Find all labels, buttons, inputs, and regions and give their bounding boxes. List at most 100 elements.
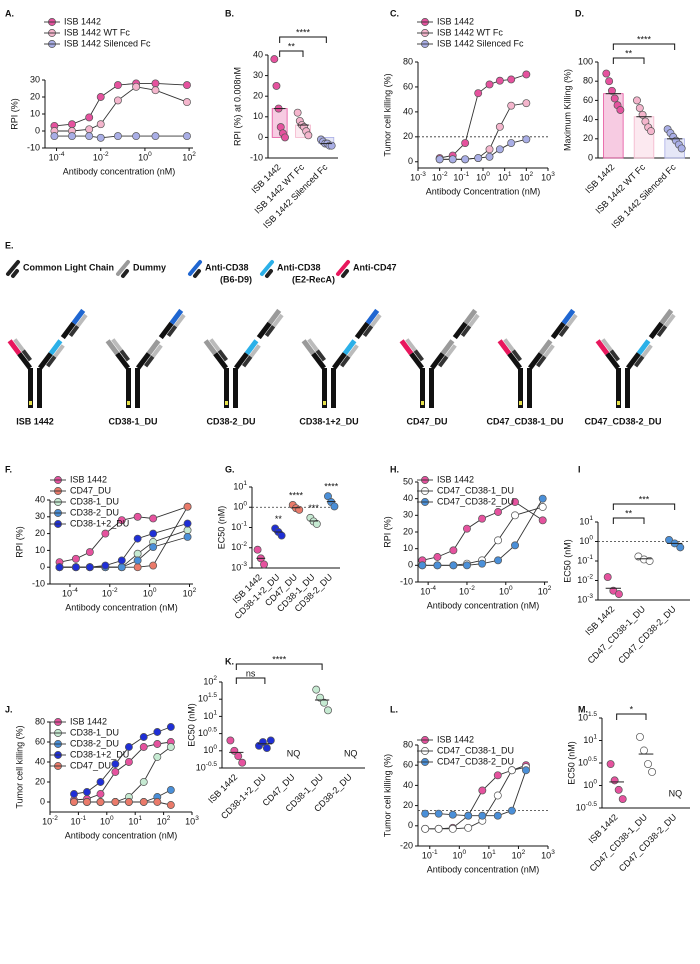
legend-label: ISB 1442 WT Fc [64,27,130,37]
data-point [464,811,473,820]
data-point [234,752,243,761]
data-point [511,511,519,520]
tick-label: 10 [35,545,45,555]
light-chain-variable [565,313,578,328]
fc-mark [29,401,32,405]
data-point [312,685,321,694]
legend-label: CD38-1_DU [70,496,119,506]
tick-label: 10-4 [62,587,78,599]
data-point [474,154,483,162]
y-axis-label: Tumor cell killing (%) [14,725,24,808]
light-chain [264,325,276,337]
legend-label: CD38-1_DU [70,727,119,737]
data-point [117,516,126,525]
legend-icon [121,269,129,278]
legend-label: ISB 1442 [437,734,474,744]
tick-label: 103 [541,171,555,183]
light-chain-variable [370,313,382,328]
tick-label: 10-0.5 [576,801,598,813]
data-point [461,155,470,164]
significance-bracket [279,50,304,57]
significance-label: * [630,704,634,714]
light-chain-variable [174,313,186,328]
heavy-chain [234,352,249,370]
tick-exponent: 0 [110,815,114,822]
data-point [635,104,644,113]
y-axis-label: EC50 (nM) [216,506,226,550]
data-point [418,561,427,570]
significance-label: ** [625,508,633,518]
tick-label: 60 [403,760,413,770]
data-point [320,698,329,707]
light-chain [511,349,523,362]
light-chain [633,355,645,368]
heavy-chain-variable [71,308,86,325]
data-point [494,536,502,545]
data-point [111,768,120,776]
x-axis-label: Antibody Concentration (nM) [426,186,541,196]
data-point [139,798,148,806]
data-point [132,132,141,141]
tick-exponent: 1 [589,515,593,522]
legend-label: ISB 1442 Silenced Fc [64,38,151,48]
data-point [96,790,105,798]
legend-label: ISB 1442 [437,474,474,484]
tick-label: 0 [40,796,45,806]
data-point [111,760,120,768]
data-point [474,89,483,98]
heavy-chain-variable [538,339,553,356]
tick-label: 40 [403,493,413,503]
tick-label: 100 [100,815,114,827]
tick-exponent: -2 [52,815,58,822]
tick-exponent: 1 [213,709,217,716]
tick-label: 10-2 [577,573,593,585]
heavy-chain [507,352,523,370]
tick-exponent: -2 [241,540,247,547]
significance-label: ** [625,48,633,58]
data-point [461,139,470,148]
tick-exponent: 0 [213,744,217,751]
fc-chain [331,368,336,408]
data-point [610,776,619,785]
panel-label: F. [5,464,12,474]
heavy-chain [136,352,151,370]
tick-label: 102 [520,171,534,183]
tick-label: 30 [35,511,45,521]
tick-label: 102 [512,849,526,861]
tick-label: 0 [408,820,413,830]
annotation: *** [308,503,319,513]
data-point [493,791,502,800]
legend-icon [193,269,201,278]
data-point [183,132,191,141]
light-chain-variable [468,313,480,328]
tick-label: 101 [498,171,512,183]
panel-label: H. [390,464,399,474]
heavy-chain [60,321,76,340]
antibody-name: CD38-1+2_DU [299,416,358,426]
tick-label: 10-0.5 [196,761,218,773]
heavy-chain [158,321,174,340]
data-point [96,798,105,806]
x-axis-label: Antibody concentration (nM) [427,864,540,874]
tick-label: 10-1 [453,171,469,183]
panel-label: G. [225,464,235,474]
light-chain [535,355,547,368]
significance-label: ns [246,668,256,678]
significance-label: ** [288,41,296,51]
data-point [602,69,611,78]
legend-label: ISB 1442 [64,16,101,26]
significance-bracket [612,503,676,510]
tick-label: 100 [138,151,152,163]
y-axis-label: RPI (%) [9,98,19,130]
heavy-chain-variable [342,339,357,356]
tick-exponent: 2 [193,587,197,594]
tick-exponent: -3 [420,171,426,178]
data-point [421,824,430,833]
heavy-chain [648,321,664,340]
tick-label: 10-2 [102,587,118,599]
tick-label: 10-1 [231,520,247,532]
tick-label: 10-2 [93,151,109,163]
tick-label: 102 [182,151,196,163]
panel-label: B. [225,8,234,18]
tick-label: 30 [253,70,263,80]
